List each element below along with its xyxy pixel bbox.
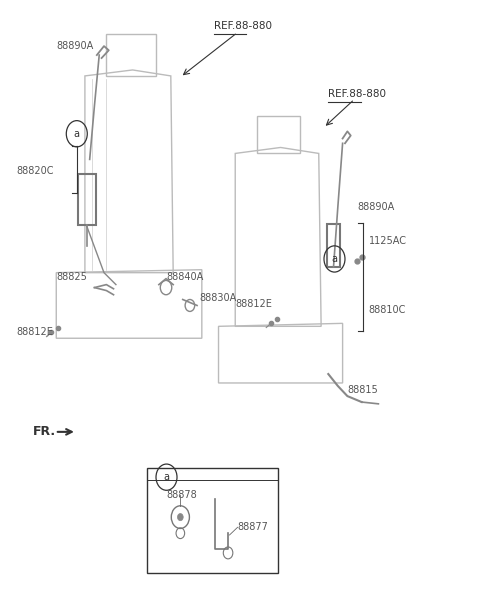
Text: REF.88-880: REF.88-880 [214,22,272,31]
Text: 88820C: 88820C [17,167,54,176]
Circle shape [178,513,183,521]
Text: FR.: FR. [33,425,56,438]
Text: REF.88-880: REF.88-880 [328,89,386,99]
Text: 88830A: 88830A [199,294,237,303]
Text: 88810C: 88810C [369,305,406,315]
Text: 88815: 88815 [348,385,378,395]
Text: 88877: 88877 [238,522,268,533]
Text: 88890A: 88890A [56,41,94,51]
Bar [147,468,278,573]
Text: 88812E: 88812E [235,300,272,309]
Text: 88825: 88825 [56,272,87,282]
Text: a: a [332,254,337,264]
Text: a: a [74,129,80,139]
Text: a: a [164,472,169,482]
Text: 88878: 88878 [166,490,197,500]
Text: 88840A: 88840A [166,272,204,282]
Text: 88890A: 88890A [357,202,394,212]
Text: 1125AC: 1125AC [369,236,407,246]
Text: 88812E: 88812E [17,327,54,337]
